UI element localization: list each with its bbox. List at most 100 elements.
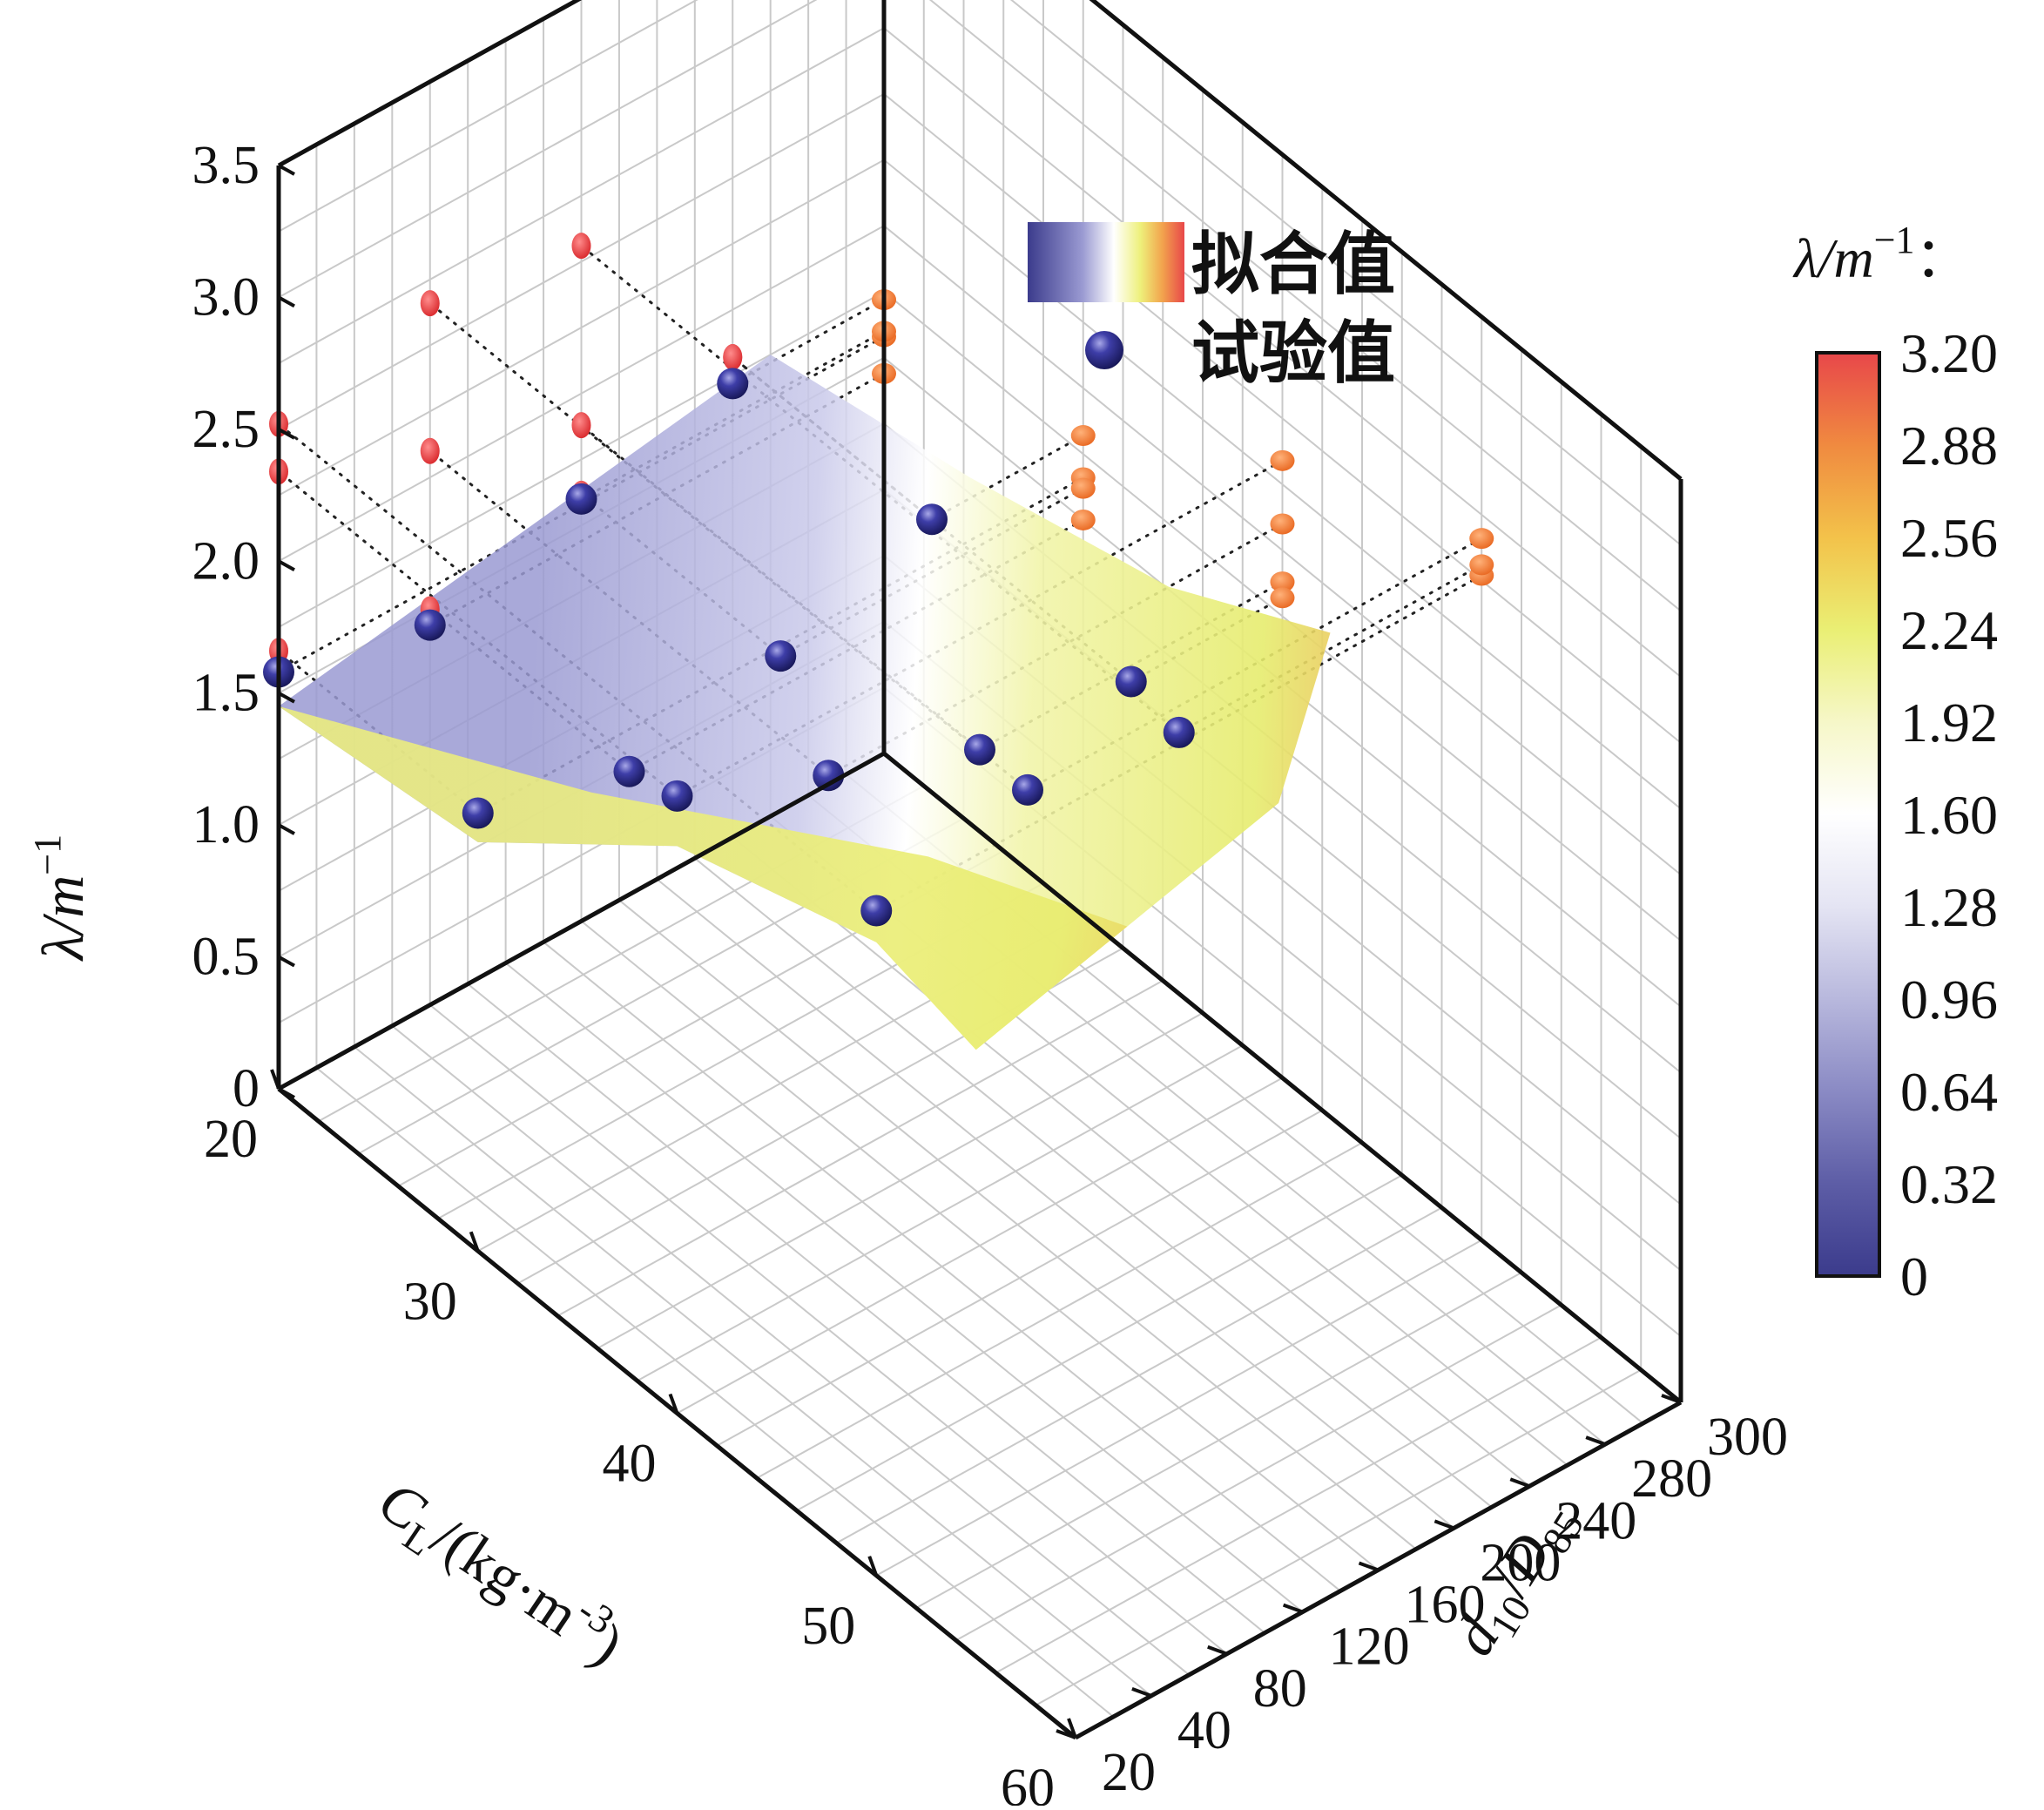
colorbar-tick-label: 0 [1900, 1246, 1928, 1307]
z-tick-label: 0.5 [192, 928, 260, 987]
colorbar-tick-label: 2.24 [1900, 599, 1998, 661]
experimental-point [860, 895, 893, 927]
z-axis-title: λ/m−1 [26, 834, 96, 962]
right-wall-projection-dot [1270, 587, 1295, 609]
floor-grid-line [391, 1025, 1190, 1676]
z-tick-label: 1.0 [192, 795, 260, 854]
x-axis-title: CL/(kg·m-3) [363, 1462, 639, 1685]
colorbar-ticks: 3.20 2.88 2.56 2.24 1.92 1.60 1.28 0.96 0.64 0.32… [1900, 322, 1998, 1307]
y-tick-mark [1207, 1645, 1228, 1656]
z-tick-mark [278, 559, 295, 572]
x-tick-label: 30 [403, 1272, 457, 1331]
colorbar-title: λ/m−1： [1792, 219, 1971, 289]
experimental-point [717, 368, 749, 400]
floor-grid-line [429, 1003, 1228, 1655]
y-tick-label: 160 [1405, 1576, 1486, 1635]
experimental-point [1163, 716, 1195, 748]
z-tick-mark [278, 691, 295, 704]
right-wall-projection-dot [1469, 554, 1494, 576]
fitted-surface-front [279, 706, 1128, 1050]
y-tick-label: 240 [1555, 1491, 1636, 1550]
right-wall-projection-dot [1070, 509, 1096, 530]
y-tick-mark [1056, 1729, 1076, 1739]
x-tick-label: 20 [204, 1110, 258, 1169]
right-wall-projection-dot [1469, 528, 1494, 550]
axis-ticks: 0 0.5 1.0 1.5 2.0 2.5 3.0 3.5 20 30 40 50 60 20 40 80 12… [192, 136, 1789, 1810]
experimental-point [565, 483, 597, 515]
z-tick-label: 3.5 [192, 136, 260, 195]
colorbar: λ/m−1： 3.20 2.88 2.56 2.24 1.92 1.60 1.28 0.96 0… [1792, 219, 1998, 1307]
right-wall-grid-line [883, 27, 1682, 678]
floor-grid-line [467, 983, 1265, 1634]
y-tick-label: 20 [1102, 1743, 1156, 1802]
right-wall-projection-dot [1270, 513, 1295, 535]
experimental-point [1115, 665, 1147, 698]
y-tick-mark [1661, 1394, 1682, 1404]
legend-point-marker [1085, 331, 1123, 369]
experimental-point [1012, 773, 1043, 806]
x-tick-label: 60 [1001, 1759, 1055, 1806]
experimental-point [613, 755, 645, 787]
z-tick-label: 0 [233, 1059, 260, 1118]
experimental-point [414, 609, 446, 641]
left-wall-grid-line [278, 92, 885, 430]
colorbar-tick-label: 1.28 [1900, 876, 1998, 938]
x-tick-label: 50 [801, 1597, 855, 1656]
right-wall-grid-line [883, 291, 1682, 942]
legend: 拟合值 试验值 [1028, 222, 1395, 393]
z-tick-label: 2.5 [192, 400, 260, 459]
floor-grid-line [543, 941, 1341, 1592]
left-wall-grid-line [278, 27, 885, 365]
floor-grid-line [694, 857, 1493, 1509]
right-wall-projection-dot [1070, 477, 1096, 499]
colorbar-tick-label: 0.64 [1900, 1061, 1998, 1123]
right-wall-projection-dot [1070, 425, 1096, 447]
right-wall-grid-line [883, 225, 1682, 876]
z-tick-label: 1.5 [192, 664, 260, 723]
colorbar-tick-label: 0.96 [1900, 969, 1998, 1030]
left-wall-projection-dot [420, 437, 440, 464]
experimental-point [813, 760, 845, 792]
z-tick-mark [278, 295, 295, 308]
experimental-point [964, 733, 995, 766]
right-wall-grid-line [883, 159, 1682, 810]
z-tick-mark [278, 823, 295, 835]
y-tick-mark [1131, 1686, 1152, 1698]
left-wall-grid-line [278, 0, 818, 299]
colorbar-tick-label: 2.88 [1900, 415, 1998, 476]
right-wall-projection-dot [1270, 449, 1295, 471]
colorbar-tick-label: 2.56 [1900, 507, 1998, 569]
y-tick-mark [1585, 1435, 1606, 1447]
colorbar-gradient [1815, 351, 1881, 1278]
left-wall-grid-line [278, 159, 885, 496]
x-tick-label: 40 [603, 1435, 657, 1494]
legend-points-label: 试验值 [1191, 314, 1395, 393]
floor-grid-line [580, 920, 1380, 1571]
colorbar-tick-label: 0.32 [1900, 1153, 1998, 1215]
z-tick-label: 2.0 [192, 531, 260, 591]
x-tick-mark [469, 1231, 480, 1252]
experimental-point [462, 797, 494, 829]
floor-grid-line [504, 962, 1304, 1613]
fitted-surface-patch [279, 355, 1331, 1050]
x-tick-mark [867, 1556, 879, 1577]
frame-edge [277, 0, 583, 168]
left-wall-projection-dot [571, 412, 591, 439]
axis-frame [276, 0, 1683, 1740]
left-wall-projection-dot [723, 344, 743, 371]
y-tick-mark [1433, 1519, 1455, 1530]
right-wall-grid-line [928, 0, 1682, 612]
right-wall-grid-line [1009, 0, 1682, 546]
frame-edge [882, 752, 1683, 1404]
legend-surface-label: 拟合值 [1191, 226, 1395, 304]
floor-grid-line [354, 1046, 1152, 1697]
x-tick-mark [270, 1069, 280, 1090]
z-tick-mark [278, 428, 295, 440]
y-axis-title: d10/D85 [1440, 1488, 1592, 1671]
floor-grid-line [618, 899, 1417, 1550]
x-tick-mark [668, 1393, 679, 1415]
right-wall-grid-line [883, 93, 1682, 744]
floor-grid-line [656, 878, 1455, 1530]
floor-grid-line [315, 1067, 1115, 1718]
